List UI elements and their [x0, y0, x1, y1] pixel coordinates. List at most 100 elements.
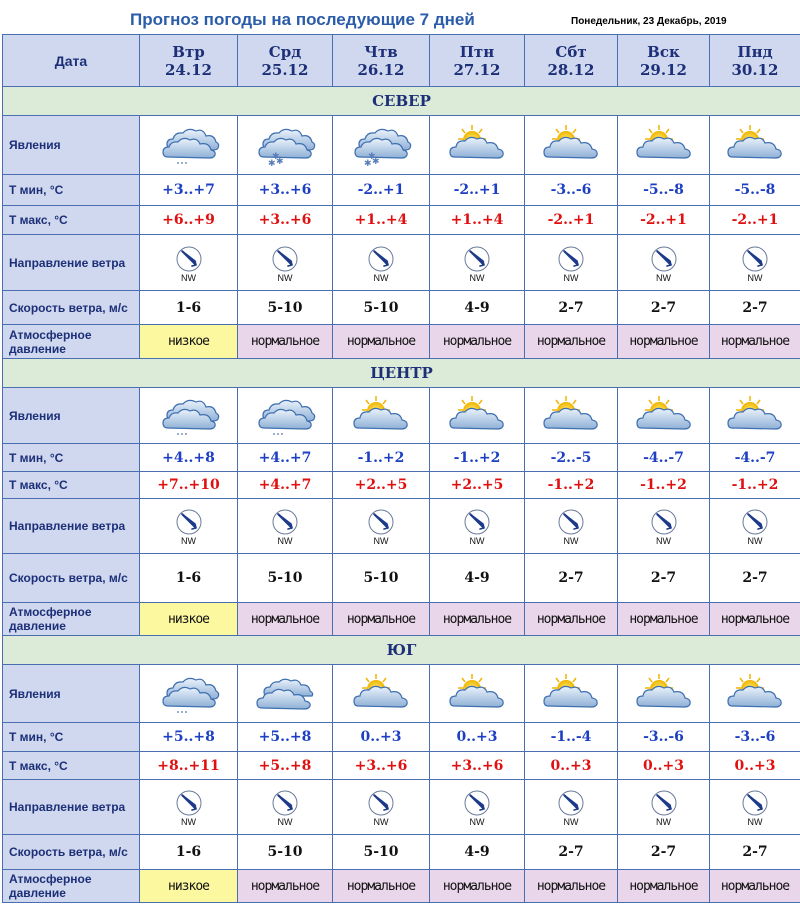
pressure-label: Атмосферное давление	[2, 602, 140, 636]
wind-direction-cell: NW	[524, 234, 618, 291]
pressure-value: нормальное	[332, 324, 430, 359]
pressure-label: Атмосферное давление	[2, 324, 140, 359]
wind-compass-icon	[431, 245, 524, 273]
wind-direction-value: NW	[181, 536, 196, 546]
tmin-value: -3..-6	[524, 174, 618, 206]
wind-speed-value: 2-7	[524, 834, 618, 870]
pressure-value: низкое	[139, 324, 238, 359]
tmin-label: Т мин, °С	[2, 443, 140, 472]
pressure-value: нормальное	[524, 869, 618, 903]
wind-direction-cell: NW	[617, 234, 710, 291]
wind-speed-value: 2-7	[617, 834, 710, 870]
wind-speed-value: 2-7	[709, 290, 800, 325]
day-header-1: Срд 25.12	[237, 34, 333, 87]
sun-cloud-icon	[334, 394, 429, 438]
tmax-value: 0..+3	[709, 751, 800, 780]
weather-cell	[237, 387, 333, 444]
wind-compass-icon	[711, 245, 800, 273]
wind-speed-value: 2-7	[709, 553, 800, 603]
tmax-value: +1..+4	[332, 205, 430, 235]
tmin-value: -1..+2	[429, 443, 525, 472]
pressure-row: Атмосферное давление низкое нормальное норм…	[2, 324, 800, 359]
tmin-row: Т мин, °С +5..+8 +5..+8 0..+3 0..+3 -1..-4 -3.…	[2, 722, 800, 752]
wind-direction-cell: NW	[139, 234, 238, 291]
wind-direction-value: NW	[563, 536, 579, 546]
wind-speed-label: Скорость ветра, м/с	[2, 834, 140, 870]
weather-cell	[332, 387, 430, 444]
wind-compass-icon	[431, 508, 524, 536]
tmax-value: 0..+3	[617, 751, 710, 780]
pressure-value: нормальное	[617, 602, 710, 636]
wind-direction-value: NW	[469, 536, 485, 546]
sun-cloud-icon	[526, 394, 617, 438]
wind-speed-value: 5-10	[332, 553, 430, 603]
wind-direction-value: NW	[656, 272, 671, 283]
weather-cell	[617, 664, 710, 723]
wind-speed-value: 5-10	[332, 290, 430, 325]
day-header-4: Сбт 28.12	[524, 34, 618, 87]
tmin-value: +3..+7	[139, 174, 238, 206]
weather-cell: ✱ ✱ ✱	[332, 115, 430, 175]
phenomena-label: Явления	[2, 664, 140, 723]
tmax-label: Т макс, °С	[2, 205, 140, 235]
day-of-week: Втр	[172, 42, 205, 61]
cloud-snow-icon: ✱ ✱ ✱	[334, 123, 429, 167]
pressure-value: нормальное	[524, 324, 618, 359]
pressure-row: Атмосферное давление низкое нормальное норм…	[2, 869, 800, 903]
day-of-week: Срд	[268, 42, 302, 61]
weather-cell	[617, 115, 710, 175]
wind-direction-value: NW	[563, 272, 579, 283]
pressure-value: нормальное	[237, 869, 333, 903]
pressure-value: нормальное	[709, 324, 800, 359]
tmin-value: -2..-5	[524, 443, 618, 472]
tmax-value: 0..+3	[524, 751, 618, 780]
wind-direction-cell: NW	[237, 498, 333, 554]
wind-compass-icon	[619, 245, 709, 273]
wind-speed-value: 2-7	[617, 553, 710, 603]
svg-text:✱: ✱	[368, 152, 376, 162]
tmax-label: Т макс, °С	[2, 751, 140, 780]
sun-cloud-icon	[711, 123, 800, 167]
tmin-row: Т мин, °С +3..+7 +3..+6 -2..+1 -2..+1 -3..-6-…	[2, 174, 800, 206]
wind-speed-value: 4-9	[429, 553, 525, 603]
wind-direction-row: Направление ветра NW NW NW NW NW NW NW	[2, 498, 800, 554]
sun-cloud-icon	[431, 123, 524, 167]
wind-direction-value: NW	[181, 817, 196, 827]
wind-direction-value: NW	[469, 817, 485, 827]
weather-cell	[524, 387, 618, 444]
wind-direction-value: NW	[373, 272, 389, 283]
sun-cloud-icon	[619, 123, 709, 167]
day-date: 29.12	[640, 60, 687, 79]
tmax-row: Т макс, °С +6..+9 +3..+6 +1..+4 +1..+4 -2..+1…	[2, 205, 800, 235]
pressure-value: нормальное	[237, 602, 333, 636]
day-header-2: Чтв 26.12	[332, 34, 430, 87]
day-header-6: Пнд 30.12	[709, 34, 800, 87]
tmin-value: -3..-6	[617, 722, 710, 752]
tmax-value: +3..+6	[332, 751, 430, 780]
wind-direction-cell: NW	[332, 234, 430, 291]
wind-compass-icon	[239, 789, 332, 817]
header-row: Дата Втр 24.12 Срд 25.12 Чтв 26.12 Птн 27.12 Сбт…	[2, 34, 800, 87]
tmax-value: -1..+2	[617, 471, 710, 499]
wind-direction-value: NW	[747, 272, 763, 283]
weather-cell	[524, 664, 618, 723]
tmax-value: +7..+10	[139, 471, 238, 499]
wind-direction-cell: NW	[237, 779, 333, 835]
date-header-label: Дата	[2, 34, 140, 87]
weather-cell	[709, 664, 800, 723]
wind-direction-cell: NW	[709, 779, 800, 835]
tmax-value: +3..+6	[429, 751, 525, 780]
pressure-value: нормальное	[709, 869, 800, 903]
tmin-value: +5..+8	[237, 722, 333, 752]
wind-speed-value: 5-10	[332, 834, 430, 870]
region-name: ЮГ	[2, 635, 800, 665]
tmax-value: -2..+1	[709, 205, 800, 235]
cloud-snow-light-icon	[141, 123, 237, 167]
weather-cell: ✱ ✱ ✱	[237, 115, 333, 175]
wind-compass-icon	[334, 245, 429, 273]
phenomena-row: Явления	[2, 664, 800, 723]
wind-direction-cell: NW	[617, 498, 710, 554]
wind-direction-label: Направление ветра	[2, 498, 140, 554]
svg-text:✱: ✱	[272, 152, 280, 162]
phenomena-label: Явления	[2, 115, 140, 175]
